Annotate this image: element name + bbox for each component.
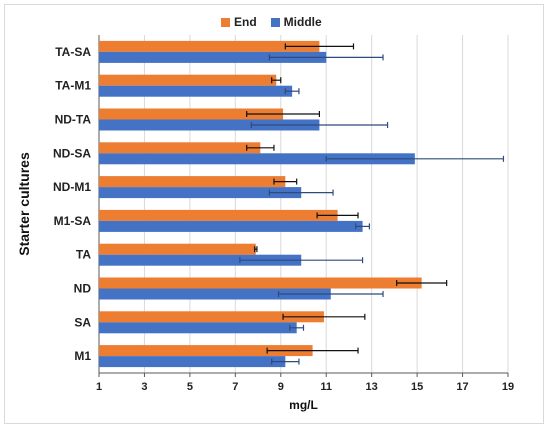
chart-frame: End Middle 1 3 5 7 9 11 13 15 17 19 TA-SA TA-M1 ND-T…: [4, 4, 544, 424]
y-tick-label-m1: M1: [74, 349, 91, 363]
bar-end-ta-m1: [99, 74, 277, 86]
y-tick-label-m1-sa: M1-SA: [54, 214, 92, 228]
bar-middle-m1: [99, 356, 286, 368]
y-tick-label-nd: ND: [74, 282, 92, 296]
bar-end-m1: [99, 345, 313, 357]
x-tick-label: 19: [502, 381, 514, 393]
y-axis-title: Starter cultures: [16, 152, 32, 256]
x-axis-title: mg/L: [289, 398, 318, 412]
y-tick-label-ta-m1: TA-M1: [55, 79, 91, 93]
bar-middle-ta-m1: [99, 85, 293, 97]
legend: End Middle: [221, 15, 322, 29]
legend-swatch-middle: [270, 17, 280, 27]
bar-end-sa: [99, 311, 324, 323]
y-tick-label-nd-sa: ND-SA: [53, 146, 91, 160]
bar-chart: 1 3 5 7 9 11 13 15 17 19TA-SATA-M1ND-TAND-SAND-M1…: [16, 35, 514, 412]
bar-end-ta: [99, 243, 256, 255]
bar-middle-ta-sa: [99, 51, 327, 63]
x-tick-label: 11: [320, 381, 332, 393]
x-tick-label: 15: [411, 381, 423, 393]
y-tick-label-nd-ta: ND-TA: [55, 113, 92, 127]
x-tick-label: 7: [232, 381, 238, 393]
legend-label-end: End: [234, 15, 257, 29]
legend-item-middle: Middle: [270, 15, 322, 29]
x-tick-label: 17: [456, 381, 468, 393]
y-tick-label-nd-m1: ND-M1: [53, 180, 91, 194]
bar-end-nd-m1: [99, 176, 286, 188]
legend-label-middle: Middle: [283, 15, 322, 29]
bar-middle-m1-sa: [99, 220, 363, 232]
bar-end-m1-sa: [99, 209, 338, 221]
legend-swatch-end: [221, 17, 230, 27]
y-tick-label-sa: SA: [74, 315, 91, 329]
bar-end-nd: [99, 277, 422, 289]
bar-middle-sa: [99, 322, 297, 334]
x-tick-label: 13: [366, 381, 378, 393]
x-tick-label: 3: [141, 381, 147, 393]
x-tick-label: 5: [187, 381, 193, 393]
bar-middle-nd-m1: [99, 187, 302, 199]
bar-end-nd-ta: [99, 108, 284, 120]
bar-middle-nd: [99, 288, 331, 300]
x-tick-label: 9: [278, 381, 284, 393]
y-tick-label-ta: TA: [76, 248, 91, 262]
bar-end-nd-sa: [99, 142, 261, 154]
bar-end-ta-sa: [99, 40, 320, 52]
x-tick-label: 1: [96, 381, 102, 393]
bar-middle-ta: [99, 254, 302, 266]
bar-middle-nd-sa: [99, 153, 415, 165]
bar-middle-nd-ta: [99, 119, 320, 131]
y-tick-label-ta-sa: TA-SA: [55, 45, 91, 59]
legend-item-end: End: [221, 15, 257, 29]
